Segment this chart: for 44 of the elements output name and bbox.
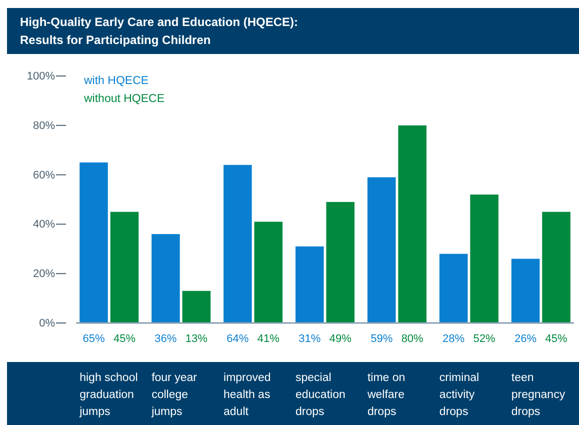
y-tick-label: 80%: [32, 120, 56, 132]
bar: [110, 212, 139, 323]
bar: [398, 125, 426, 323]
x-tick-label: four year college jumps: [150, 372, 198, 418]
bar: [182, 290, 211, 323]
y-tick-label: 40%: [32, 218, 56, 231]
data-label: 26%: [514, 333, 537, 345]
bar: [511, 258, 540, 323]
data-label: 45%: [113, 333, 136, 345]
data-label: 41%: [257, 333, 280, 345]
y-tick-label: 0%: [39, 318, 56, 330]
bar: [470, 194, 498, 323]
y-tick-label: 60%: [32, 169, 56, 182]
x-tick-label: teen pregnancy drops: [511, 372, 566, 418]
bar: [542, 212, 570, 323]
data-label: 45%: [545, 333, 568, 345]
x-tick-label: criminal activity drops: [439, 372, 480, 418]
bar: [326, 202, 355, 323]
x-tick-label: improved health as adult: [224, 372, 271, 418]
x-tick-label: special education drops: [295, 372, 346, 418]
text: without HQECE: [83, 93, 165, 105]
x-tick-label: time on welfare drops: [366, 372, 406, 418]
data-label: 31%: [298, 333, 321, 345]
data-label: 65%: [82, 333, 105, 345]
x-tick-label: high school graduation jumps: [78, 372, 138, 418]
data-label: 13%: [185, 333, 208, 345]
data-label: 59%: [370, 333, 393, 345]
data-label: 49%: [329, 333, 352, 345]
bar: [224, 164, 252, 323]
y-tick-label: 100%: [26, 70, 56, 83]
y-tick-label: 20%: [32, 268, 56, 280]
data-label: 28%: [442, 333, 465, 345]
bar: [152, 234, 180, 323]
data-label: 36%: [154, 333, 177, 345]
bar: [254, 222, 283, 323]
data-label: 80%: [401, 333, 424, 345]
data-label: 52%: [473, 333, 496, 345]
chart-title: High-Quality Early Care and Education (HQECE): Results for Participating Children: [20, 15, 298, 47]
bar: [439, 254, 468, 323]
bar: [295, 246, 324, 323]
bar: [80, 162, 108, 323]
bar: [367, 177, 396, 323]
text: with HQECE: [83, 75, 149, 87]
data-label: 64%: [226, 333, 249, 345]
